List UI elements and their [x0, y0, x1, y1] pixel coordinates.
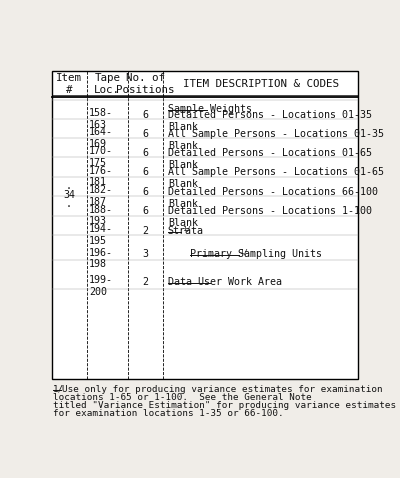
Text: Detailed Persons - Locations 1-100
Blank: Detailed Persons - Locations 1-100 Blank [168, 206, 372, 228]
Text: 2: 2 [143, 226, 149, 236]
Text: 199-
200: 199- 200 [89, 275, 113, 297]
Text: 6: 6 [143, 187, 149, 197]
Text: 6: 6 [143, 110, 149, 120]
Text: Primary Sampling Units: Primary Sampling Units [190, 250, 322, 260]
Text: No. of
Positions: No. of Positions [116, 73, 175, 95]
Text: Data User Work Area: Data User Work Area [168, 277, 282, 287]
Text: 6: 6 [143, 129, 149, 139]
Text: 6: 6 [143, 206, 149, 217]
Text: 194-
195: 194- 195 [89, 224, 113, 246]
Text: .: . [66, 199, 72, 209]
Text: 6: 6 [143, 167, 149, 177]
Text: ITEM DESCRIPTION & CODES: ITEM DESCRIPTION & CODES [183, 79, 339, 89]
Text: Sample Weights: Sample Weights [168, 104, 252, 114]
Text: .: . [66, 181, 72, 191]
Text: 1/: 1/ [53, 385, 64, 394]
Text: 34: 34 [63, 190, 75, 200]
Text: 158-
163: 158- 163 [89, 108, 113, 130]
Text: Strata: Strata [168, 226, 204, 236]
Text: 182-
187: 182- 187 [89, 185, 113, 206]
Text: titled "Variance Estimation" for producing variance estimates: titled "Variance Estimation" for produci… [53, 401, 396, 410]
Text: 6: 6 [143, 148, 149, 158]
Text: Detailed Persons - Locations 01-65
Blank: Detailed Persons - Locations 01-65 Blank [168, 148, 372, 170]
Text: 1/: 1/ [182, 226, 191, 232]
Text: 176-
181: 176- 181 [89, 165, 113, 187]
Text: All Sample Persons - Locations 01-35
Blank: All Sample Persons - Locations 01-35 Bla… [168, 129, 384, 151]
Text: 1/: 1/ [240, 250, 248, 255]
Text: 3: 3 [143, 250, 149, 260]
Text: Tape
Loc.: Tape Loc. [94, 73, 120, 95]
Text: 2: 2 [143, 277, 149, 287]
Text: 196-
198: 196- 198 [89, 248, 113, 269]
Text: 170-
175: 170- 175 [89, 146, 113, 168]
Text: Detailed Persons - Locations 66-100
Blank: Detailed Persons - Locations 66-100 Blan… [168, 187, 378, 208]
Text: Item
#: Item # [56, 73, 82, 95]
Text: All Sample Persons - Locations 01-65
Blank: All Sample Persons - Locations 01-65 Bla… [168, 167, 384, 189]
Text: 188-
193: 188- 193 [89, 205, 113, 226]
Text: 164-
169: 164- 169 [89, 127, 113, 149]
Text: Use only for producing variance estimates for examination: Use only for producing variance estimate… [62, 385, 382, 394]
Text: locations 1-65 or 1-100.  See the General Note: locations 1-65 or 1-100. See the General… [53, 393, 312, 402]
Text: for examination locations 1-35 or 66-100.: for examination locations 1-35 or 66-100… [53, 409, 284, 418]
Bar [52, 71, 358, 380]
Text: Detailed Persons - Locations 01-35
Blank: Detailed Persons - Locations 01-35 Blank [168, 110, 372, 131]
